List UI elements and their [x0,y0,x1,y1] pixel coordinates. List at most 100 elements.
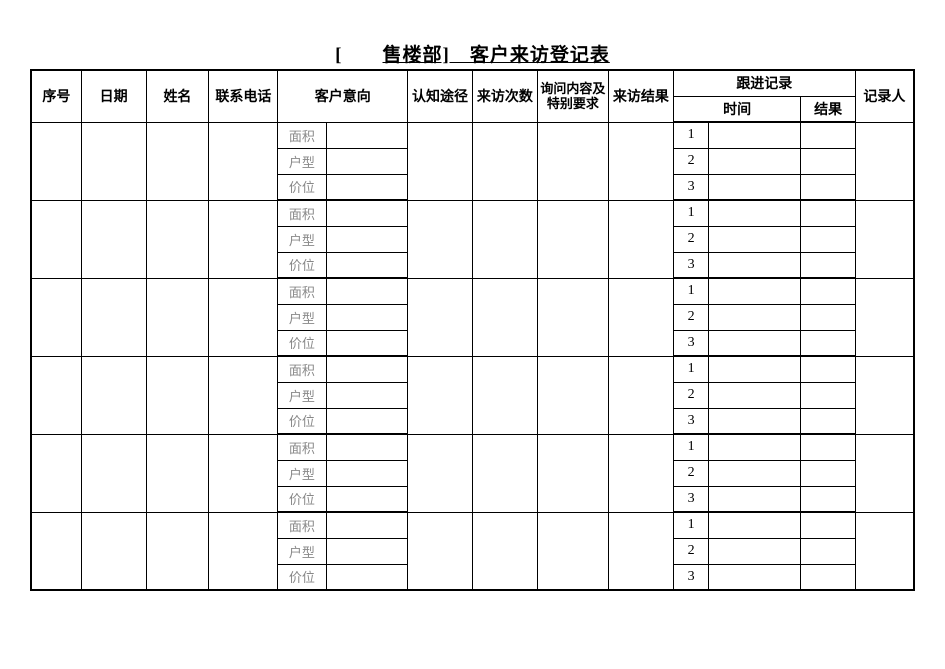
followup-time [709,408,801,434]
intent-value [326,174,408,200]
intent-value [326,122,408,148]
title-main: 售楼部] 客户来访登记表 [383,45,610,66]
followup-result [801,304,855,330]
followup-number: 2 [673,226,709,252]
intent-label: 价位 [278,330,326,356]
cell-phone [209,122,278,200]
table-row: 面积 1 [31,434,914,460]
followup-number: 3 [673,486,709,512]
table-row: 面积 1 [31,278,914,304]
intent-label: 面积 [278,512,326,538]
cell-date [81,278,146,356]
cell-cognition [408,278,473,356]
cell-visit_count [472,122,537,200]
followup-time [709,512,801,538]
followup-result [801,174,855,200]
followup-time [709,252,801,278]
intent-label: 面积 [278,278,326,304]
table-row: 面积 1 [31,122,914,148]
intent-value [326,200,408,226]
intent-label: 户型 [278,538,326,564]
intent-label: 户型 [278,226,326,252]
table-row: 面积1 [31,356,914,382]
visit-register-table: 序号 日期 姓名 联系电话 客户意向 认知途径 来访次数 询问内容及特别要求 来… [30,69,915,591]
cell-inquiry [537,200,608,278]
cell-phone [209,434,278,512]
cell-seq [31,200,81,278]
followup-time [709,148,801,174]
cell-phone [209,200,278,278]
cell-seq [31,278,81,356]
intent-label: 户型 [278,148,326,174]
followup-number: 3 [673,174,709,200]
cell-seq [31,434,81,512]
cell-phone [209,512,278,590]
col-inquiry: 询问内容及特别要求 [537,70,608,122]
followup-result [801,278,855,304]
followup-result [801,460,855,486]
cell-name [146,512,209,590]
followup-number: 3 [673,408,709,434]
followup-time [709,538,801,564]
intent-label: 面积 [278,122,326,148]
cell-name [146,200,209,278]
intent-value [326,512,408,538]
col-cognition: 认知途径 [408,70,473,122]
followup-number: 1 [673,122,709,148]
intent-label: 面积 [278,434,326,460]
page-title: [ 售楼部] 客户来访登记表 [30,40,915,67]
followup-time [709,174,801,200]
followup-time [709,122,801,148]
cell-name [146,122,209,200]
followup-number: 1 [673,434,709,460]
followup-number: 2 [673,460,709,486]
intent-value [326,538,408,564]
cell-recorder [855,200,914,278]
followup-result [801,512,855,538]
cell-cognition [408,434,473,512]
cell-date [81,356,146,434]
intent-value [326,486,408,512]
intent-label: 价位 [278,174,326,200]
intent-label: 价位 [278,486,326,512]
cell-recorder [855,356,914,434]
cell-recorder [855,512,914,590]
cell-recorder [855,434,914,512]
cell-visit_result [608,278,673,356]
table-header: 序号 日期 姓名 联系电话 客户意向 认知途径 来访次数 询问内容及特别要求 来… [31,70,914,122]
intent-value [326,278,408,304]
table-body: 面积1户型2价位3面积1户型2价位3面积1户型2价位3面积1户型2价位3面积1户… [31,122,914,590]
cell-cognition [408,356,473,434]
cell-visit_count [472,512,537,590]
cell-cognition [408,200,473,278]
intent-label: 价位 [278,564,326,590]
cell-phone [209,356,278,434]
followup-number: 1 [673,200,709,226]
cell-cognition [408,512,473,590]
cell-seq [31,512,81,590]
cell-cognition [408,122,473,200]
intent-value [326,356,408,382]
intent-value [326,564,408,590]
followup-result [801,538,855,564]
cell-inquiry [537,278,608,356]
table-row: 面积1 [31,512,914,538]
followup-number: 1 [673,356,709,382]
cell-visit_result [608,200,673,278]
col-visits: 来访次数 [472,70,537,122]
followup-result [801,226,855,252]
followup-number: 1 [673,278,709,304]
intent-value [326,252,408,278]
followup-result [801,564,855,590]
cell-inquiry [537,356,608,434]
intent-value [326,434,408,460]
cell-visit_count [472,356,537,434]
intent-label: 户型 [278,304,326,330]
cell-visit_count [472,278,537,356]
cell-visit_result [608,356,673,434]
col-followup: 跟进记录 [673,70,855,96]
intent-value [326,304,408,330]
intent-value [326,382,408,408]
followup-result [801,148,855,174]
cell-seq [31,356,81,434]
